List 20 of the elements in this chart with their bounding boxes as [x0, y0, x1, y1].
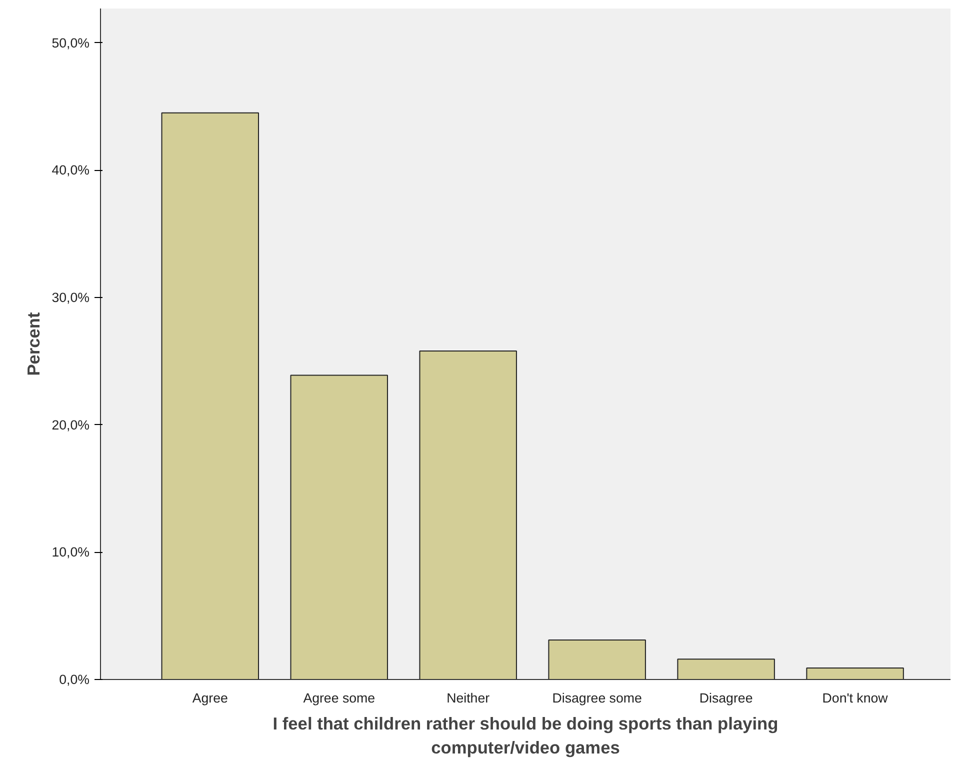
x-tick-label: Agree some: [303, 690, 376, 706]
x-tick-label: Don't know: [822, 690, 888, 706]
y-tick-label: 50,0%: [52, 35, 90, 50]
y-tick-label: 40,0%: [52, 162, 90, 178]
bar: [419, 350, 517, 680]
bar: [806, 668, 904, 680]
x-tick-label: Neither: [446, 690, 490, 706]
y-tick-label: 0,0%: [59, 672, 90, 687]
y-tick-label: 20,0%: [52, 417, 90, 432]
bar: [290, 374, 388, 680]
x-axis-title: I feel that children rather should be doing sports than playing computer/video games: [272, 714, 778, 758]
y-tick-label: 10,0%: [52, 544, 90, 560]
x-tick-label: Disagree: [699, 690, 753, 706]
y-tick-label: 30,0%: [52, 290, 90, 306]
bar: [161, 112, 260, 680]
bar: [677, 658, 775, 680]
x-tick-label: Disagree some: [552, 690, 642, 706]
x-tick-label: Agree: [192, 690, 228, 706]
bar: [548, 640, 646, 680]
y-axis-title: Percent: [24, 312, 44, 376]
